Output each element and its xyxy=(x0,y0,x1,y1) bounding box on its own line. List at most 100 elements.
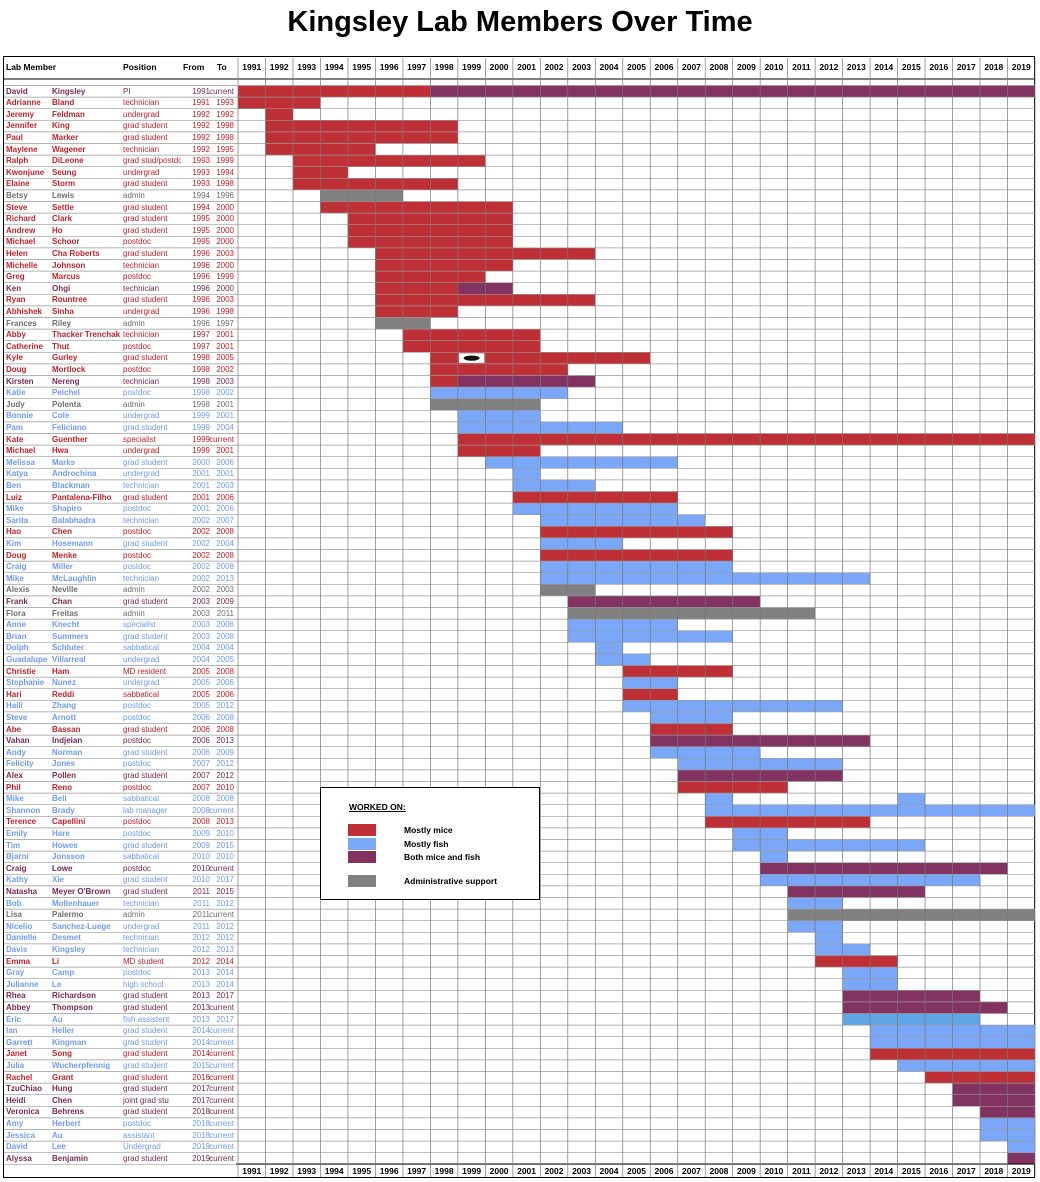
member-last-name: King xyxy=(52,121,70,131)
member-to-year: 1998 xyxy=(216,121,234,131)
bar-a xyxy=(567,607,816,620)
member-position: technician xyxy=(123,283,160,293)
member-first-name: Mike xyxy=(6,504,24,514)
year-label-top: 1997 xyxy=(407,62,427,72)
member-position: undergrad xyxy=(123,469,160,479)
member-last-name: Settle xyxy=(52,202,74,212)
member-to-year: 2001 xyxy=(216,399,234,409)
member-from-year: 2011 xyxy=(192,898,210,908)
year-label-top: 2018 xyxy=(984,62,1004,72)
member-to-year: current xyxy=(209,1142,234,1152)
member-to-year: 2006 xyxy=(216,678,234,688)
member-first-name: Emma xyxy=(6,956,31,966)
year-label-bottom: 2004 xyxy=(599,1166,619,1176)
bar-f xyxy=(485,456,678,469)
member-from-year: 2013 xyxy=(192,968,210,978)
member-first-name: Veronica xyxy=(6,1107,40,1117)
member-position: grad student xyxy=(123,875,168,885)
member-to-year: 2000 xyxy=(216,214,234,224)
member-to-year: 2000 xyxy=(216,202,234,212)
member-from-year: 2012 xyxy=(192,944,210,954)
bar-m xyxy=(375,259,513,272)
member-position: postdoc xyxy=(123,968,152,978)
year-label-bottom: 1999 xyxy=(462,1166,482,1176)
member-first-name: Christie xyxy=(6,666,36,676)
member-from-year: 2001 xyxy=(192,504,210,514)
member-from-year: 2014 xyxy=(192,1037,210,1047)
member-first-name: TzuChiao xyxy=(6,1084,42,1094)
member-last-name: Richardson xyxy=(52,991,97,1001)
member-from-year: 2019 xyxy=(192,1153,210,1163)
member-position: grad student xyxy=(123,353,168,363)
year-label-bottom: 2009 xyxy=(736,1166,756,1176)
member-first-name: Jeremy xyxy=(6,109,35,119)
member-position: postdoc xyxy=(123,504,152,514)
year-label-top: 1991 xyxy=(242,62,262,72)
member-position: technician xyxy=(123,98,160,108)
member-last-name: Xie xyxy=(52,875,65,885)
member-position: grad student xyxy=(123,538,168,548)
member-position: grad student xyxy=(123,886,168,896)
member-to-year: 2000 xyxy=(216,283,234,293)
member-last-name: Guenther xyxy=(52,434,88,444)
bar-m xyxy=(430,375,458,388)
member-to-year: 2008 xyxy=(216,794,234,804)
member-position: grad student xyxy=(123,132,168,142)
member-to-year: 2015 xyxy=(216,840,234,850)
member-from-year: 1992 xyxy=(192,121,210,131)
member-last-name: Bassan xyxy=(52,724,81,734)
member-position: postdoc xyxy=(123,863,152,873)
member-position: grad student xyxy=(123,770,168,780)
member-to-year: 2010 xyxy=(216,828,234,838)
member-position: postdoc xyxy=(123,817,152,827)
member-to-year: 2008 xyxy=(216,712,234,722)
year-label-top: 2013 xyxy=(846,62,866,72)
member-last-name: Marks xyxy=(52,457,76,467)
member-from-year: 1992 xyxy=(192,109,210,119)
member-from-year: 2011 xyxy=(192,921,210,931)
member-to-year: 2003 xyxy=(216,248,234,258)
member-to-year: 2017 xyxy=(216,875,234,885)
year-label-top: 2009 xyxy=(736,62,756,72)
member-from-year: 2002 xyxy=(192,573,210,583)
member-position: undergrad xyxy=(123,109,160,119)
member-last-name: Song xyxy=(52,1049,72,1059)
member-first-name: Janet xyxy=(6,1049,27,1059)
member-first-name: Amy xyxy=(6,1118,24,1128)
member-first-name: Betsy xyxy=(6,190,28,200)
bar-m xyxy=(320,201,513,214)
member-last-name: Thacker Trenchak xyxy=(52,330,121,340)
year-label-bottom: 1998 xyxy=(434,1166,454,1176)
member-first-name: Bob xyxy=(6,898,22,908)
bar-m xyxy=(402,340,541,353)
year-label-bottom: 2019 xyxy=(1011,1166,1031,1176)
member-from-year: 2014 xyxy=(192,1049,210,1059)
member-position: postdoc xyxy=(123,736,152,746)
member-from-year: 1998 xyxy=(192,364,210,374)
member-position: grad student xyxy=(123,1072,168,1082)
member-first-name: Steve xyxy=(6,202,28,212)
member-position: postdoc xyxy=(123,550,152,560)
year-label-bottom: 1994 xyxy=(324,1166,344,1176)
legend-label: Mostly mice xyxy=(404,825,453,835)
member-last-name: Blackman xyxy=(52,480,90,490)
member-last-name: Meyer O'Brown xyxy=(52,886,111,896)
member-to-year: 1995 xyxy=(216,144,234,154)
member-position: grad student xyxy=(123,1026,168,1036)
member-from-year: 2003 xyxy=(192,596,210,606)
member-first-name: Kate xyxy=(6,434,24,444)
member-from-year: 2014 xyxy=(192,1026,210,1036)
bar-a xyxy=(320,189,403,202)
member-to-year: 1994 xyxy=(216,167,234,177)
bar-m xyxy=(457,433,1035,446)
member-position: admin xyxy=(123,910,145,920)
member-position: undergrad xyxy=(123,921,160,931)
member-last-name: Clark xyxy=(52,214,73,224)
member-from-year: 2001 xyxy=(192,469,210,479)
member-last-name: Arnott xyxy=(52,712,76,722)
member-first-name: Alex xyxy=(6,770,23,780)
member-first-name: Ryan xyxy=(6,295,26,305)
member-last-name: Ohgi xyxy=(52,283,71,293)
member-first-name: Julia xyxy=(6,1060,25,1070)
